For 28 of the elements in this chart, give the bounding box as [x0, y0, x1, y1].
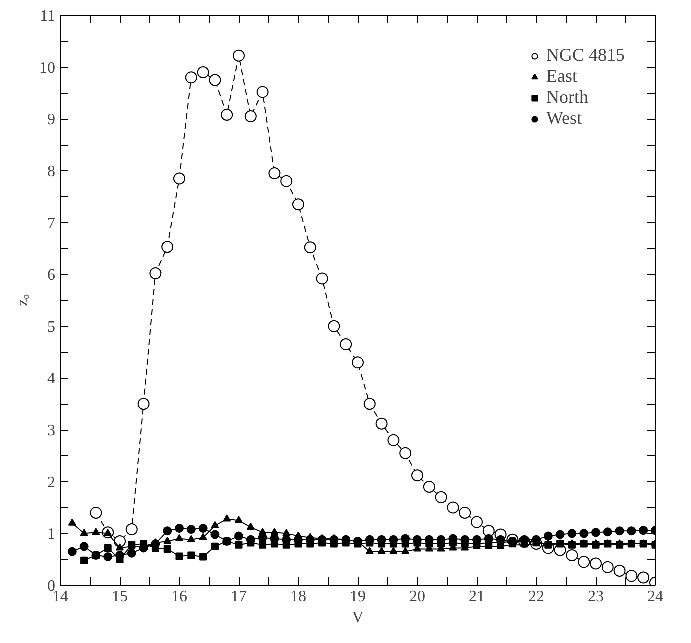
x-tick-label: 16: [172, 588, 188, 606]
y-tick-label: 3: [48, 422, 56, 440]
y-tick-label: 2: [48, 474, 56, 492]
x-tick-label: 15: [112, 588, 128, 606]
y-tick-label: 6: [48, 267, 56, 284]
x-tick-label: 20: [410, 588, 426, 606]
x-tick-label: 17: [231, 588, 247, 606]
x-tick-label: 18: [290, 588, 306, 606]
x-tick-label: 19: [350, 588, 366, 606]
y-tick-label: 11: [40, 8, 56, 25]
x-axis-title: V: [352, 610, 364, 626]
x-tick-label: 24: [648, 588, 664, 606]
legend-label: East: [546, 66, 578, 87]
y-tick-label: 7: [48, 215, 56, 232]
x-tick-label: 22: [528, 588, 544, 606]
legend-label: North: [546, 87, 588, 108]
legend-label: NGC 4815: [546, 45, 625, 66]
y-tick-label: 8: [48, 163, 56, 180]
y-tick-label: 9: [48, 112, 56, 129]
legend-label: West: [546, 108, 582, 129]
y-tick-label: 4: [48, 370, 56, 388]
y-axis-title: zₒ: [14, 294, 32, 306]
x-tick-label: 23: [588, 588, 604, 606]
y-tick-label: 10: [40, 60, 56, 77]
y-tick-label: 0: [48, 578, 56, 595]
y-tick-label: 5: [48, 318, 56, 336]
y-tick-label: 1: [48, 526, 56, 544]
x-tick-label: 21: [469, 588, 485, 606]
